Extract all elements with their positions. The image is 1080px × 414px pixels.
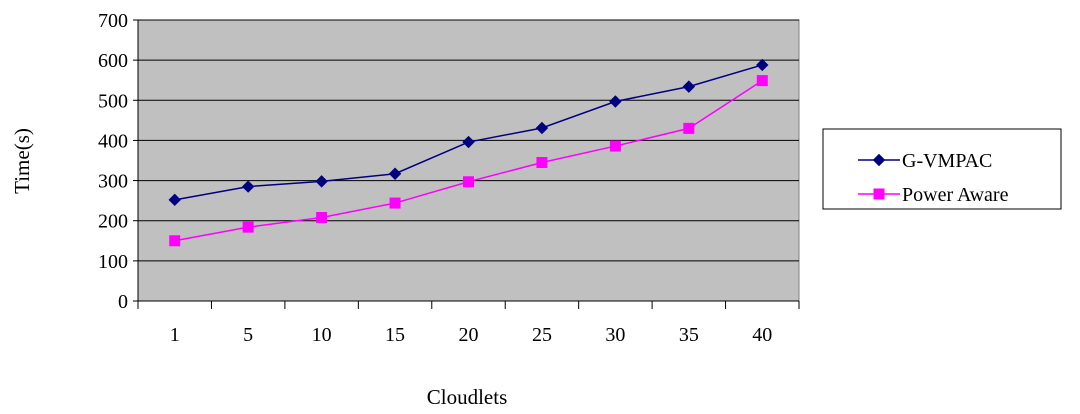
legend-label: Power Aware	[902, 184, 1009, 206]
y-axis-ticks: 0 100 200 300 400 500 600 700	[98, 10, 138, 313]
legend: G-VMPAC Power Aware	[822, 128, 1062, 210]
y-tick-label: 0	[118, 291, 128, 313]
y-axis-title: Time(s)	[10, 128, 34, 194]
data-point-power-aware	[756, 75, 768, 87]
data-point-g-vmpac	[535, 121, 549, 135]
x-axis-ticks: 1 5 10 15 20 25 30 35 40	[137, 301, 800, 346]
legend-marker	[872, 153, 886, 167]
data-point-g-vmpac	[462, 135, 475, 149]
data-point-g-vmpac	[609, 95, 622, 108]
x-tick-label: 10	[312, 324, 332, 346]
series-power-aware	[169, 75, 768, 247]
x-tick-label: 15	[385, 324, 405, 346]
y-tick-label: 200	[98, 211, 128, 233]
data-point-power-aware	[169, 235, 181, 247]
x-tick-label: 20	[459, 324, 479, 346]
y-tick-label: 500	[98, 90, 128, 112]
x-tick-label: 5	[243, 324, 253, 346]
data-point-g-vmpac	[168, 193, 181, 207]
y-tick-label: 300	[98, 171, 128, 193]
plot-area	[137, 19, 800, 302]
data-point-power-aware	[242, 221, 254, 233]
legend-item-power-aware: Power Aware	[858, 184, 1009, 206]
data-point-power-aware	[316, 212, 328, 224]
data-point-g-vmpac	[241, 180, 255, 193]
legend-marker	[873, 188, 885, 200]
legend-label: G-VMPAC	[902, 150, 992, 172]
data-point-power-aware	[389, 197, 401, 209]
y-tick-label: 700	[98, 10, 128, 32]
y-tick-label: 400	[98, 130, 128, 152]
data-point-g-vmpac	[388, 167, 402, 180]
x-tick-label: 1	[170, 324, 180, 346]
data-point-power-aware	[683, 122, 695, 134]
y-tick-label: 100	[98, 251, 128, 273]
series-g-vmpac	[168, 58, 769, 207]
legend-items: G-VMPAC Power Aware	[858, 150, 1009, 206]
x-tick-label: 30	[605, 324, 625, 346]
x-tick-label: 40	[752, 324, 772, 346]
data-point-power-aware	[536, 157, 548, 169]
axes	[137, 20, 799, 302]
legend-box	[822, 128, 1062, 210]
x-axis-title: Cloudlets	[427, 385, 508, 409]
data-point-g-vmpac	[682, 80, 696, 93]
x-tick-label: 25	[532, 324, 552, 346]
data-point-power-aware	[463, 176, 474, 188]
data-point-g-vmpac	[315, 175, 328, 188]
x-tick-label: 35	[679, 324, 699, 346]
y-tick-label: 600	[98, 50, 128, 72]
legend-item-g-vmpac: G-VMPAC	[858, 150, 992, 172]
series-group	[168, 58, 769, 247]
data-point-g-vmpac	[756, 58, 769, 72]
data-point-power-aware	[609, 140, 621, 152]
